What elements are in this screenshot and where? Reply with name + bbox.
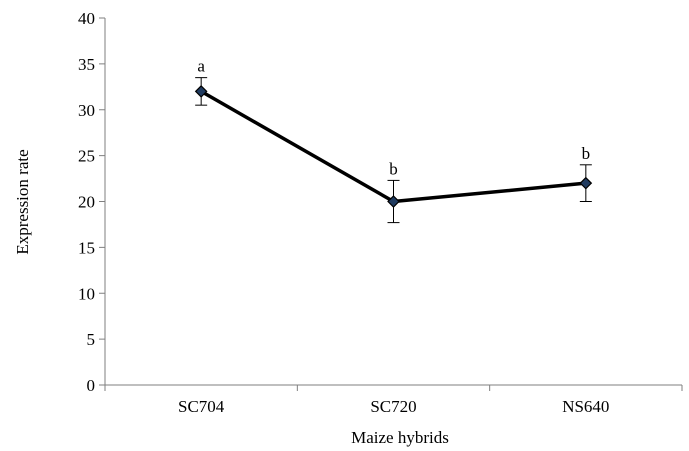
- y-tick-label: 25: [78, 147, 95, 166]
- data-point: [579, 176, 593, 190]
- x-tick-label: NS640: [562, 397, 609, 416]
- y-ticks: 0 5 10 15 20 25 30 35 40: [78, 9, 105, 395]
- significance-label: b: [389, 159, 398, 178]
- y-axis-title: Expression rate: [13, 149, 32, 254]
- x-ticks: SC704 SC720 NS640: [104, 385, 683, 416]
- y-tick-label: 0: [87, 376, 96, 395]
- data-point: [194, 85, 208, 98]
- y-tick-label: 35: [78, 55, 95, 74]
- x-axis-title: Maize hybrids: [351, 428, 449, 447]
- y-tick-label: 10: [78, 284, 95, 303]
- significance-label: a: [197, 57, 205, 76]
- series: a b b: [194, 57, 593, 224]
- y-tick-label: 30: [78, 101, 95, 120]
- y-tick-label: 40: [78, 9, 95, 28]
- y-tick-label: 5: [87, 330, 96, 349]
- significance-label: b: [582, 144, 591, 163]
- data-point: [387, 195, 400, 208]
- x-tick-label: SC704: [178, 397, 225, 416]
- y-tick-label: 15: [78, 238, 95, 257]
- x-tick-label: SC720: [370, 397, 416, 416]
- y-tick-label: 20: [78, 193, 95, 212]
